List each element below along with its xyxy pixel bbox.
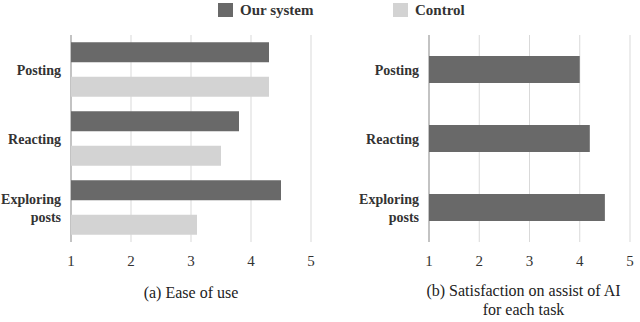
category-label: Posting xyxy=(17,63,61,78)
grid-line xyxy=(630,35,631,242)
tick-label: 2 xyxy=(476,253,484,269)
tick-label: 5 xyxy=(307,253,315,269)
tick-label: 4 xyxy=(247,253,255,269)
tick-label: 1 xyxy=(425,253,433,269)
chart-title: (a) Ease of use xyxy=(144,284,239,302)
chart-panel: 1 2 3 4 5 Posting Reacting Exploringposts (b) Sa… xyxy=(359,35,634,318)
bar xyxy=(71,42,269,62)
legend-swatch xyxy=(393,3,408,17)
chart-canvas: 1 2 3 4 5 Posting Reacting Exploringposts (a) Ea… xyxy=(0,0,640,322)
legend-label: Control xyxy=(415,2,465,18)
grid-line xyxy=(311,35,312,242)
tick-label: 2 xyxy=(127,253,135,269)
category-label: Posting xyxy=(375,63,419,78)
tick-label: 3 xyxy=(526,253,534,269)
bar xyxy=(71,180,281,200)
bar xyxy=(429,194,605,221)
tick-label: 5 xyxy=(626,253,634,269)
chart-title: (b) Satisfaction on assist of AIfor each… xyxy=(426,282,620,318)
category-label: Reacting xyxy=(8,132,61,147)
bar xyxy=(71,146,221,166)
bar xyxy=(429,56,580,83)
grid-line xyxy=(131,35,132,242)
category-label: Reacting xyxy=(366,132,419,147)
bar xyxy=(71,215,197,235)
bar xyxy=(71,77,269,97)
grid-line xyxy=(71,35,72,242)
bar xyxy=(429,125,590,152)
tick-label: 1 xyxy=(67,253,75,269)
legend: Our system Control xyxy=(218,2,465,18)
legend-label: Our system xyxy=(240,2,314,18)
axis-line xyxy=(71,35,72,242)
legend-swatch xyxy=(218,3,233,17)
bars xyxy=(429,56,605,221)
tick-label: 4 xyxy=(576,253,584,269)
category-label: Exploringposts xyxy=(1,192,61,225)
bars xyxy=(71,42,281,235)
category-label: Exploringposts xyxy=(359,192,419,225)
grid-line xyxy=(191,35,192,242)
chart-panel: 1 2 3 4 5 Posting Reacting Exploringposts (a) Ea… xyxy=(1,35,315,302)
grid-line xyxy=(251,35,252,242)
tick-label: 3 xyxy=(187,253,195,269)
bar xyxy=(71,111,239,131)
